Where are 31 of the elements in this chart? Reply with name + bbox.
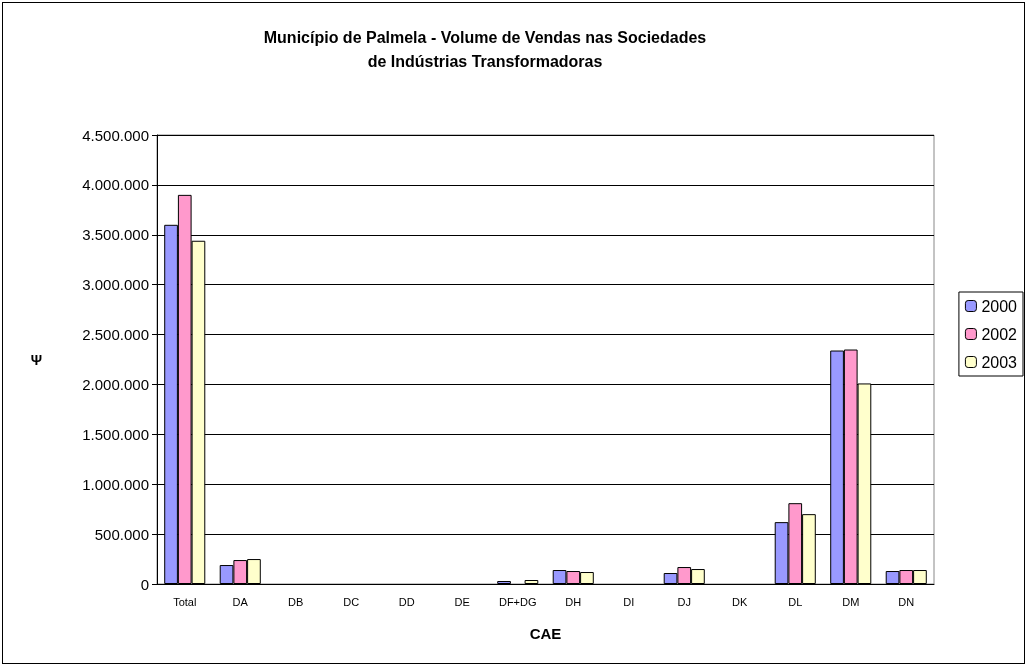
y-tick-label: 4.500.000: [82, 126, 149, 144]
x-tick-label: DC: [343, 595, 360, 608]
bar: [524, 580, 539, 584]
x-tick-label: DF+DG: [498, 595, 537, 608]
legend-label: 2000: [981, 297, 1018, 315]
x-tick-label: DB: [288, 595, 304, 608]
legend-label: 2002: [981, 325, 1018, 343]
y-tick-label: 3.000.000: [82, 276, 149, 294]
x-tick-label: DD: [398, 595, 415, 608]
x-axis-title: CAE: [529, 625, 562, 642]
y-tick-label: 2.500.000: [82, 326, 149, 344]
y-tick-label: 2.000.000: [82, 375, 149, 393]
y-tick-label: 4.000.000: [82, 176, 149, 194]
x-tick-label: DJ: [677, 595, 691, 608]
x-tick-label: DA: [232, 595, 249, 608]
x-tick-label: Total: [173, 595, 197, 608]
x-tick-label: DL: [788, 595, 803, 608]
x-tick-label: DN: [898, 595, 915, 608]
y-tick-label: 1.500.000: [82, 425, 149, 443]
y-tick-label: 500.000: [94, 525, 149, 543]
x-tick-label: DM: [842, 595, 860, 608]
y-tick-label: 3.500.000: [82, 226, 149, 244]
chart-title: Município de Palmela - Volume de Vendas nas Sociedades de Indústrias Transformadoras: [263, 28, 707, 70]
y-tick-label: 1.000.000: [82, 475, 149, 493]
x-tick-label: DE: [454, 595, 470, 608]
legend-label: 2003: [981, 353, 1018, 371]
x-tick-label: DK: [732, 595, 749, 608]
y-axis-title: Ψ: [30, 351, 42, 368]
x-tick-label: DH: [565, 595, 582, 608]
y-tick-label: 0: [140, 575, 149, 593]
x-tick-label: DI: [623, 595, 635, 608]
